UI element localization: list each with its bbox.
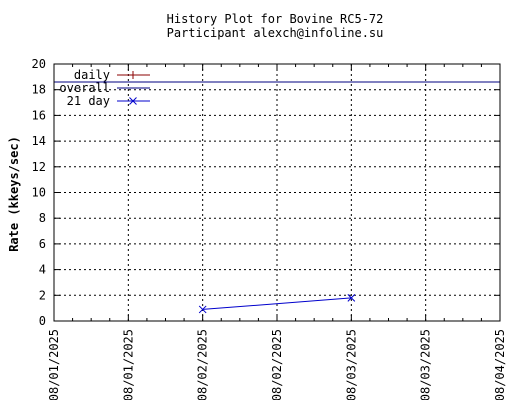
series-line-21-day: [202, 297, 352, 310]
y-tick-label: 6: [39, 237, 46, 251]
y-axis-ticks: 0 2 4 6 8 10 12 14 16 18 20: [32, 57, 500, 328]
x-tick-label: 08/02/2025: [270, 329, 284, 400]
legend-label-overall: overall: [59, 81, 110, 95]
y-tick-label: 12: [32, 160, 46, 174]
y-tick-label: 2: [39, 288, 46, 302]
x-tick-label: 08/04/2025: [493, 329, 507, 400]
chart-subtitle: Participant alexch@infoline.su: [167, 26, 384, 40]
x-tick-label: 08/03/2025: [419, 329, 433, 400]
y-tick-label: 20: [32, 57, 46, 71]
x-axis-ticks: 08/01/2025 08/01/2025 08/02/2025 08/02/2025…: [47, 64, 507, 400]
legend-marker-21-day: [129, 97, 137, 105]
grid: [54, 64, 500, 321]
x-tick-label: 08/03/2025: [344, 329, 358, 400]
legend-label-daily: daily: [74, 68, 110, 82]
legend-marker-daily: [129, 71, 137, 79]
y-tick-label: 16: [32, 108, 46, 122]
data-point-21-day: [198, 305, 207, 314]
y-tick-label: 18: [32, 83, 46, 97]
y-axis-label: Rate (kkeys/sec): [7, 136, 21, 252]
plot-frame: [53, 63, 501, 322]
legend-label-21-day: 21 day: [67, 94, 110, 108]
series-layer: [54, 81, 500, 314]
x-tick-label: 08/01/2025: [47, 329, 61, 400]
x-tick-label: 08/01/2025: [121, 329, 135, 400]
chart-title: History Plot for Bovine RC5-72: [167, 12, 384, 26]
y-tick-label: 0: [39, 314, 46, 328]
y-tick-label: 4: [39, 263, 46, 277]
y-tick-label: 10: [32, 186, 46, 200]
y-tick-label: 14: [32, 134, 46, 148]
x-tick-label: 08/02/2025: [196, 329, 210, 400]
data-point-21-day: [347, 294, 356, 302]
y-tick-label: 8: [39, 211, 46, 225]
